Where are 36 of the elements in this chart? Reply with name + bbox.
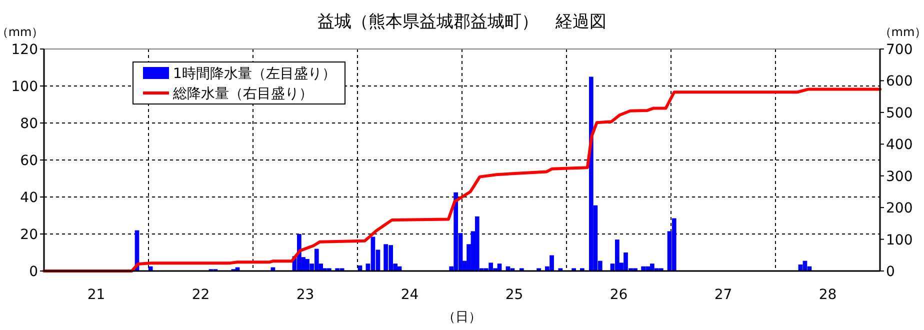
bar xyxy=(588,76,594,271)
x-axis-title: （日） xyxy=(442,310,482,325)
bar xyxy=(672,218,676,271)
y2-tick-label: 200 xyxy=(886,200,913,217)
y-axis-title: （mm） xyxy=(0,25,44,39)
y-tick-label: 80 xyxy=(20,116,38,132)
x-tick-label: 26 xyxy=(610,287,628,303)
legend-label: 総降水量（右目盛り） xyxy=(172,86,313,102)
bar xyxy=(519,268,524,271)
y2-tick-label: 100 xyxy=(886,232,913,248)
y-tick-label: 20 xyxy=(20,227,38,243)
chart-title: 益城（熊本県益城郡益城町） 経過図 xyxy=(318,12,606,32)
x-tick-label: 24 xyxy=(400,287,419,303)
x-tick-label: 22 xyxy=(192,287,210,303)
x-tick-label: 25 xyxy=(505,287,524,303)
y-tick-label: 40 xyxy=(20,190,38,206)
y-tick-label: 0 xyxy=(29,264,38,280)
bar xyxy=(580,268,584,271)
x-tick-label: 28 xyxy=(818,287,837,303)
bar xyxy=(335,268,340,271)
y2-tick-label: 600 xyxy=(886,74,913,90)
bar xyxy=(572,268,576,271)
y-tick-label: 120 xyxy=(11,42,38,58)
y2-tick-label: 400 xyxy=(886,137,913,154)
y2-tick-label: 0 xyxy=(886,264,895,280)
y-tick-label: 60 xyxy=(20,153,38,169)
y2-tick-label: 700 xyxy=(886,42,913,58)
y2-tick-label: 500 xyxy=(886,105,913,122)
legend-label: 1時間降水量（左目盛り） xyxy=(173,66,336,82)
bar xyxy=(536,268,541,271)
x-tick-label: 27 xyxy=(714,287,732,303)
y-tick-label: 100 xyxy=(11,79,38,95)
x-tick-label: 21 xyxy=(87,287,106,303)
y2-axis-title: （mm） xyxy=(879,25,924,39)
y2-tick-label: 300 xyxy=(886,168,913,185)
x-tick-label: 23 xyxy=(296,287,314,303)
